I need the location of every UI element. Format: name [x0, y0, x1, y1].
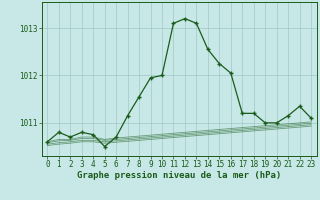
- X-axis label: Graphe pression niveau de la mer (hPa): Graphe pression niveau de la mer (hPa): [77, 171, 281, 180]
